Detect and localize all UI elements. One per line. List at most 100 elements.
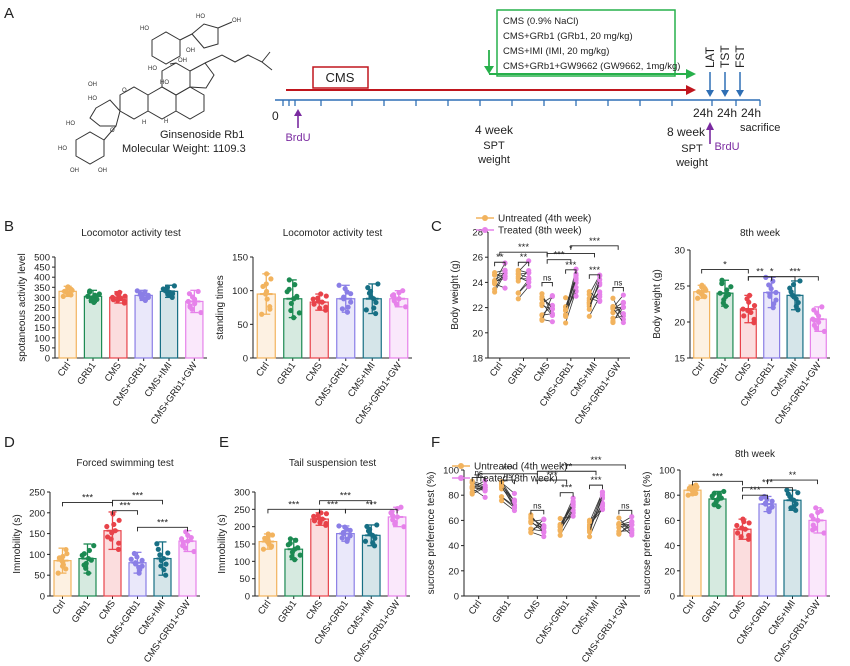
point-cms-imi bbox=[373, 299, 379, 306]
untreated-point-cms-grb1 bbox=[563, 320, 569, 326]
point-cms-imi bbox=[362, 538, 369, 544]
x-tick-label-cms: CMS bbox=[733, 360, 754, 384]
timeline-zero: 0 bbox=[272, 109, 279, 123]
treatment-list: CMS (0.9% NaCl) CMS+GRb1 (GRb1, 20 mg/kg)… bbox=[503, 16, 680, 72]
cms-box-label: CMS bbox=[326, 70, 355, 85]
treatment-line-2: CMS+GRb1 (GRb1, 20 mg/kg) bbox=[503, 31, 633, 42]
point-cms-grb1 bbox=[758, 495, 764, 501]
significance-label-3: *** bbox=[789, 267, 800, 278]
bar-grb1 bbox=[708, 498, 727, 597]
x-tick-label-cms: CMS bbox=[97, 598, 118, 622]
chart-title: Tail suspension test bbox=[289, 458, 376, 469]
point-cms bbox=[323, 511, 330, 517]
pair-line-cms-grb1-gw bbox=[612, 307, 624, 323]
significance-label-5: ns bbox=[614, 278, 622, 287]
point-cms-grb1-gw bbox=[811, 307, 817, 313]
week8-label: 8 week bbox=[667, 125, 706, 139]
ginsenoside-labels: HO HO OH HO OH OH HO OH HO HO OH OH H H HO O O bbox=[58, 14, 241, 174]
untreated-point-ctrl bbox=[469, 479, 475, 486]
treated-point-cms-grb1 bbox=[570, 513, 576, 519]
point-cms bbox=[751, 316, 757, 322]
pair-line-ctrl bbox=[494, 262, 506, 283]
pair-line-grb1 bbox=[501, 485, 515, 508]
x-tick-label-ctrl: Ctrl bbox=[50, 598, 67, 616]
point-cms-grb1 bbox=[345, 304, 351, 310]
sacrifice-label: sacrifice bbox=[740, 122, 780, 134]
point-ctrl bbox=[268, 276, 274, 282]
chart-title: Locomotor activity test bbox=[81, 228, 181, 239]
x-tick-label-cms: CMS bbox=[304, 598, 325, 622]
x-tick-label-grb1: GRb1 bbox=[75, 360, 98, 387]
untreated-point-grb1 bbox=[515, 290, 521, 296]
treated-point-cms-imi bbox=[597, 277, 603, 283]
treated-point-grb1 bbox=[526, 283, 532, 290]
significance-bracket-0 bbox=[494, 261, 506, 267]
point-cms-imi bbox=[363, 307, 369, 313]
x-tick-label-grb1: GRb1 bbox=[275, 360, 298, 387]
significance-bracket-3 bbox=[559, 492, 574, 497]
point-cms-grb1-gw bbox=[191, 548, 197, 555]
significance-label-0: *** bbox=[712, 471, 723, 482]
y-tick-label: 150 bbox=[29, 529, 45, 540]
treated-point-cms bbox=[541, 516, 547, 522]
y-tick-label: 20 bbox=[448, 566, 459, 577]
significance-label-3: *** bbox=[366, 499, 377, 510]
point-ctrl bbox=[685, 492, 691, 498]
pair-line-cms-grb1 bbox=[559, 505, 574, 527]
point-grb1 bbox=[297, 552, 303, 558]
significance-label-3: *** bbox=[157, 517, 168, 528]
significance-bracket-3 bbox=[344, 508, 398, 514]
ginsenoside-structure-drawing bbox=[75, 21, 273, 165]
significance-bracket-2 bbox=[112, 499, 163, 505]
brdu-label-1: BrdU bbox=[285, 132, 310, 144]
point-ctrl bbox=[260, 546, 267, 552]
pair-line-grb1 bbox=[501, 488, 515, 501]
x-tick-label-cms: CMS bbox=[103, 360, 124, 384]
point-cms-grb1 bbox=[339, 535, 345, 541]
treated-point-cms bbox=[541, 525, 547, 531]
svg-text:HO: HO bbox=[58, 146, 67, 152]
point-cms-grb1-gw bbox=[810, 527, 816, 533]
legend-label-0: Untreated (4th week) bbox=[498, 214, 591, 225]
bar-cms-imi bbox=[159, 290, 179, 359]
point-cms bbox=[734, 530, 741, 536]
significance-label-9: *** bbox=[590, 455, 601, 466]
point-grb1 bbox=[728, 284, 734, 290]
svg-text:H: H bbox=[164, 119, 168, 125]
significance-bracket-5 bbox=[618, 509, 633, 515]
bar-cms-imi bbox=[783, 499, 802, 597]
treated-point-cms bbox=[549, 312, 555, 319]
point-cms-grb1-gw bbox=[186, 291, 193, 297]
y-tick-label: 200 bbox=[234, 522, 250, 533]
bar-ctrl bbox=[693, 291, 711, 359]
pair-line-cms-grb1-gw bbox=[612, 298, 624, 320]
treated-point-cms-grb1-gw bbox=[620, 292, 626, 298]
pair-line-grb1 bbox=[501, 496, 515, 509]
x-tick-label-ctrl: Ctrl bbox=[690, 360, 707, 378]
point-ctrl bbox=[695, 295, 701, 301]
x-tick-label-cms-grb1-gw: CMS+GRb1+GW bbox=[149, 360, 200, 426]
untreated-point-cms-grb1-gw bbox=[610, 295, 616, 301]
significance-bracket-0 bbox=[701, 268, 749, 274]
significance-label-1: ns bbox=[504, 471, 512, 480]
y-tick-label: 100 bbox=[29, 550, 45, 561]
treated-point-grb1 bbox=[511, 490, 518, 497]
svg-text:HO: HO bbox=[148, 66, 157, 72]
untreated-point-cms bbox=[528, 518, 534, 524]
point-ctrl bbox=[60, 293, 66, 299]
untreated-point-cms-grb1 bbox=[557, 532, 563, 538]
treated-point-grb1 bbox=[526, 268, 532, 274]
point-cms bbox=[115, 546, 122, 553]
test-label-fst: FST bbox=[733, 45, 747, 68]
test-label-tst: TST bbox=[718, 45, 732, 68]
point-cms-imi bbox=[154, 541, 160, 547]
significance-label-3: ** bbox=[789, 470, 797, 481]
significance-bracket-3 bbox=[565, 269, 577, 274]
y-tick-label: 18 bbox=[472, 354, 483, 365]
legend-marker-0 bbox=[458, 463, 464, 469]
x-tick-label-cms: CMS bbox=[522, 598, 543, 622]
y-tick-label: 60 bbox=[448, 516, 459, 527]
treated-point-cms-imi bbox=[597, 294, 603, 300]
untreated-point-grb1 bbox=[515, 296, 521, 302]
